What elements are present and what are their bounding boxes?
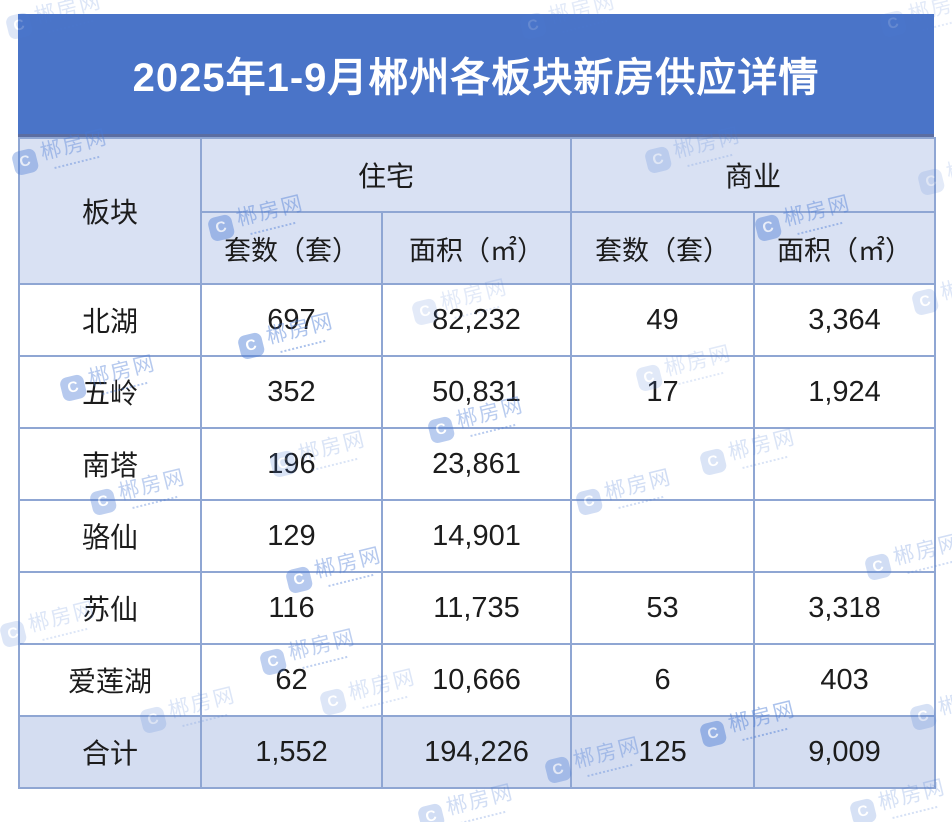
supply-table: 板块 住宅 商业 套数（套） 面积（㎡） 套数（套） 面积（㎡） 北湖 697 …: [18, 137, 937, 789]
header-resi-area: 面积（㎡）: [380, 211, 573, 285]
table-row-beihu: 北湖 697 82,232 49 3,364: [18, 283, 937, 357]
total-resi-area-cell: 194,226: [380, 715, 573, 789]
total-label-cell: 合计: [18, 715, 202, 789]
district-cell: 爱莲湖: [18, 643, 202, 717]
resi-units-cell: 129: [200, 499, 383, 573]
comm-units-cell: 17: [570, 355, 756, 429]
total-comm-units-cell: 125: [570, 715, 756, 789]
comm-area-cell: 403: [753, 643, 937, 717]
resi-area-cell: 10,666: [380, 643, 573, 717]
table-row-suxian: 苏仙 116 11,735 53 3,318: [18, 571, 937, 645]
table-row-wuling: 五岭 352 50,831 17 1,924: [18, 355, 937, 429]
comm-units-cell: 49: [570, 283, 756, 357]
chenfangwang-logo-icon: C: [416, 801, 446, 822]
district-cell: 骆仙: [18, 499, 202, 573]
resi-area-cell: 14,901: [380, 499, 573, 573]
resi-units-cell: 62: [200, 643, 383, 717]
chenfangwang-logo-icon: C: [848, 796, 878, 822]
page-title: 2025年1-9月郴州各板块新房供应详情: [132, 56, 820, 100]
resi-units-cell: 352: [200, 355, 383, 429]
district-cell: 五岭: [18, 355, 202, 429]
total-comm-area-cell: 9,009: [753, 715, 937, 789]
supply-table-card: 2025年1-9月郴州各板块新房供应详情 板块 住宅 商业 套数（套） 面积（㎡…: [18, 14, 937, 789]
comm-area-cell: 3,318: [753, 571, 937, 645]
total-resi-units-cell: 1,552: [200, 715, 383, 789]
watermark-subtext-dots: [460, 810, 506, 822]
comm-area-cell: 1,924: [753, 355, 937, 429]
table-row-nanta: 南塔 196 23,861: [18, 427, 937, 501]
title-bar: 2025年1-9月郴州各板块新房供应详情: [18, 14, 934, 137]
watermark-text: 郴房网: [943, 145, 952, 185]
district-cell: 南塔: [18, 427, 202, 501]
table-row-luoxian: 骆仙 129 14,901: [18, 499, 937, 573]
comm-area-cell: [753, 427, 937, 501]
resi-units-cell: 196: [200, 427, 383, 501]
watermark-subtext-dots: [892, 805, 938, 819]
header-group-commercial: 商业: [570, 137, 937, 213]
table-row-ailianhu: 爱莲湖 62 10,666 6 403: [18, 643, 937, 717]
header-district: 板块: [18, 137, 202, 285]
comm-units-cell: 6: [570, 643, 756, 717]
header-resi-units: 套数（套）: [200, 211, 383, 285]
watermark-text: 郴房网: [937, 265, 952, 305]
header-group-residential: 住宅: [199, 137, 573, 213]
header-comm-units: 套数（套）: [570, 211, 756, 285]
resi-area-cell: 11,735: [380, 571, 573, 645]
district-cell: 北湖: [18, 283, 202, 357]
comm-units-cell: [570, 427, 756, 501]
resi-area-cell: 82,232: [380, 283, 573, 357]
watermark-text: 郴房网: [935, 680, 952, 720]
resi-area-cell: 50,831: [380, 355, 573, 429]
comm-area-cell: [753, 499, 937, 573]
district-cell: 苏仙: [18, 571, 202, 645]
comm-units-cell: 53: [570, 571, 756, 645]
header-comm-area: 面积（㎡）: [753, 211, 937, 285]
table-row-total: 合计 1,552 194,226 125 9,009: [18, 715, 937, 789]
comm-area-cell: 3,364: [753, 283, 937, 357]
resi-units-cell: 697: [200, 283, 383, 357]
comm-units-cell: [570, 499, 756, 573]
resi-units-cell: 116: [200, 571, 383, 645]
resi-area-cell: 23,861: [380, 427, 573, 501]
